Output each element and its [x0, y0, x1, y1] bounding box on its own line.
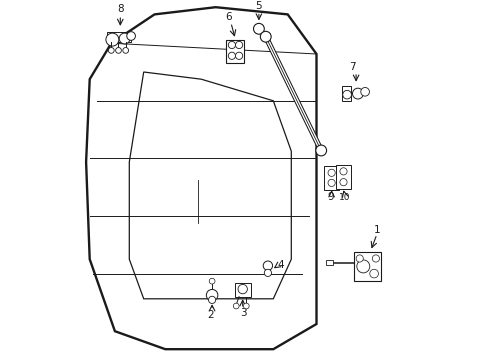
Circle shape	[115, 48, 121, 53]
Circle shape	[264, 269, 271, 276]
Circle shape	[339, 168, 346, 175]
Circle shape	[206, 289, 218, 301]
Text: 9: 9	[327, 192, 333, 202]
Circle shape	[106, 33, 119, 46]
Bar	[325, 260, 333, 265]
Circle shape	[235, 41, 242, 49]
Circle shape	[352, 88, 363, 99]
Circle shape	[119, 33, 130, 44]
Circle shape	[228, 52, 235, 59]
Circle shape	[327, 169, 335, 176]
Bar	[324, 166, 338, 190]
Text: 10: 10	[338, 193, 349, 202]
Circle shape	[339, 179, 346, 186]
Circle shape	[263, 261, 272, 270]
Circle shape	[122, 48, 128, 53]
Bar	[106, 32, 131, 42]
Text: 2: 2	[206, 310, 213, 320]
Circle shape	[260, 31, 270, 42]
Circle shape	[209, 278, 215, 284]
Circle shape	[108, 48, 114, 53]
Text: 6: 6	[224, 12, 231, 22]
Text: 8: 8	[117, 4, 123, 14]
Circle shape	[126, 32, 135, 40]
Circle shape	[371, 255, 379, 262]
Circle shape	[253, 23, 264, 34]
Bar	[234, 283, 250, 297]
Bar	[335, 165, 351, 189]
Circle shape	[360, 87, 368, 96]
Text: 1: 1	[373, 225, 380, 235]
Bar	[354, 252, 381, 281]
Text: 3: 3	[240, 308, 246, 318]
Circle shape	[238, 284, 247, 294]
Text: 5: 5	[255, 1, 262, 12]
Circle shape	[369, 269, 378, 278]
Circle shape	[342, 90, 351, 99]
Bar	[226, 40, 244, 63]
Circle shape	[243, 303, 249, 309]
Circle shape	[228, 41, 235, 49]
Bar	[342, 86, 351, 101]
Circle shape	[233, 303, 239, 309]
Text: 7: 7	[348, 62, 355, 72]
Circle shape	[208, 296, 215, 303]
Circle shape	[355, 255, 363, 262]
Circle shape	[315, 145, 326, 156]
Text: 4: 4	[277, 260, 283, 270]
Circle shape	[356, 260, 369, 273]
Circle shape	[327, 179, 335, 186]
Circle shape	[235, 52, 242, 59]
